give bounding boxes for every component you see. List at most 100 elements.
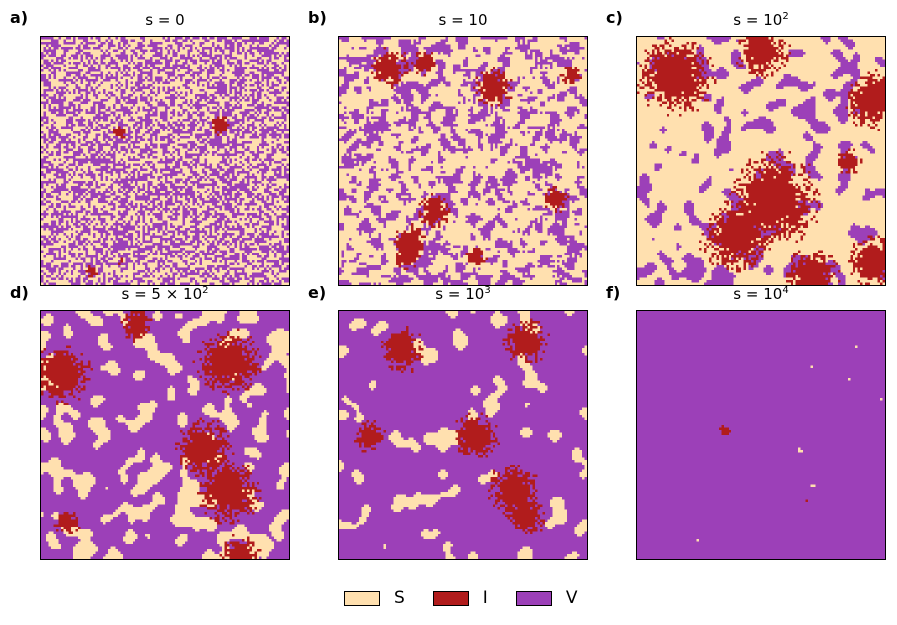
cell-vaccinated (423, 190, 426, 194)
cell-vaccinated (557, 255, 563, 258)
cell-vaccinated (162, 267, 165, 271)
cell-infected (805, 220, 809, 223)
cell-vaccinated (207, 101, 220, 104)
cell-vaccinated (137, 232, 141, 236)
cell-vaccinated (244, 245, 250, 248)
cell-vaccinated (140, 213, 146, 216)
cell-infected (567, 71, 578, 75)
cell-vaccinated (691, 161, 699, 164)
cell-vaccinated (435, 59, 444, 62)
cell-vaccinated (150, 175, 156, 179)
cell-vaccinated (472, 170, 476, 174)
cell-vaccinated (184, 94, 188, 97)
cell-vaccinated (98, 103, 106, 107)
cell-vaccinated (405, 220, 411, 223)
cell-vaccinated (835, 272, 843, 276)
cell-vaccinated (48, 178, 51, 181)
cell-vaccinated (440, 39, 449, 42)
cell-vaccinated (140, 96, 148, 99)
cell-vaccinated (368, 178, 382, 181)
cell-vaccinated (423, 116, 431, 119)
cell-vaccinated (179, 91, 183, 95)
cell-vaccinated (505, 49, 508, 52)
cell-vaccinated (224, 240, 230, 243)
cell-vaccinated (527, 41, 530, 45)
cell-vaccinated (525, 89, 528, 92)
cell-vaccinated (249, 94, 255, 97)
cell-vaccinated (805, 131, 809, 134)
cell-vaccinated (110, 86, 113, 90)
cell-vaccinated (706, 141, 709, 144)
cell-vaccinated (480, 148, 483, 152)
cell-vaccinated (58, 141, 76, 144)
cell-infected (743, 265, 747, 268)
cell-vaccinated (713, 41, 722, 45)
cell-vaccinated (415, 208, 424, 211)
cell-vaccinated (112, 272, 116, 276)
cell-vaccinated (174, 200, 183, 204)
cell-vaccinated (135, 131, 141, 134)
cell-vaccinated (73, 108, 84, 112)
cell-infected (748, 158, 752, 161)
cell-infected (711, 64, 714, 67)
cell-vaccinated (132, 250, 146, 253)
cell-vaccinated (192, 76, 195, 80)
cell-infected (882, 247, 885, 251)
cell-vaccinated (53, 173, 59, 176)
cell-vaccinated (358, 126, 362, 129)
cell-vaccinated (793, 260, 799, 263)
cell-vaccinated (733, 200, 739, 204)
cell-vaccinated (78, 123, 86, 127)
cell-vaccinated (805, 99, 816, 102)
cell-vaccinated (45, 208, 49, 211)
cell-vaccinated (112, 255, 116, 258)
cell-vaccinated (482, 46, 491, 50)
cell-vaccinated (251, 188, 257, 191)
cell-vaccinated (743, 91, 749, 95)
cell-vaccinated (172, 265, 178, 268)
cell-vaccinated (281, 106, 287, 109)
cell-vaccinated (780, 153, 784, 157)
cell-vaccinated (236, 225, 242, 228)
cell-vaccinated (83, 170, 86, 174)
cell-vaccinated (219, 198, 223, 201)
cell-vaccinated (78, 37, 89, 40)
cell-vaccinated (847, 46, 853, 50)
cell-vaccinated (177, 118, 180, 122)
cell-vaccinated (259, 143, 270, 147)
cell-infected (850, 257, 853, 261)
cell-vaccinated (41, 240, 44, 243)
cell-vaccinated (264, 203, 275, 206)
cell-vaccinated (132, 255, 148, 258)
cell-vaccinated (443, 146, 456, 149)
cell-vaccinated (229, 250, 235, 253)
cell-vaccinated (246, 205, 250, 209)
cell-vaccinated (93, 101, 103, 104)
cell-vaccinated (209, 37, 215, 40)
cell-vaccinated (75, 220, 81, 223)
cell-vaccinated (443, 242, 451, 246)
cell-vaccinated (790, 111, 816, 114)
cell-infected (795, 225, 801, 228)
cell-vaccinated (73, 76, 76, 80)
cell-vaccinated (41, 101, 49, 104)
cell-vaccinated (775, 84, 816, 87)
cell-vaccinated (167, 141, 175, 144)
cell-vaccinated (100, 232, 103, 236)
cell-infected (813, 190, 819, 194)
cell-vaccinated (150, 220, 153, 223)
cell-vaccinated (512, 255, 516, 258)
cell-vaccinated (472, 101, 476, 104)
cell-infected (847, 91, 861, 95)
cell-vaccinated (261, 178, 265, 181)
cell-infected (721, 227, 759, 231)
cell-vaccinated (73, 106, 76, 109)
cell-vaccinated (212, 106, 218, 109)
cell-vaccinated (534, 153, 538, 157)
cell-vaccinated (396, 193, 411, 196)
cell-infected (805, 188, 811, 191)
cell-vaccinated (696, 56, 699, 60)
cell-vaccinated (100, 76, 103, 80)
cell-infected (649, 86, 655, 90)
cell-vaccinated (177, 138, 180, 142)
